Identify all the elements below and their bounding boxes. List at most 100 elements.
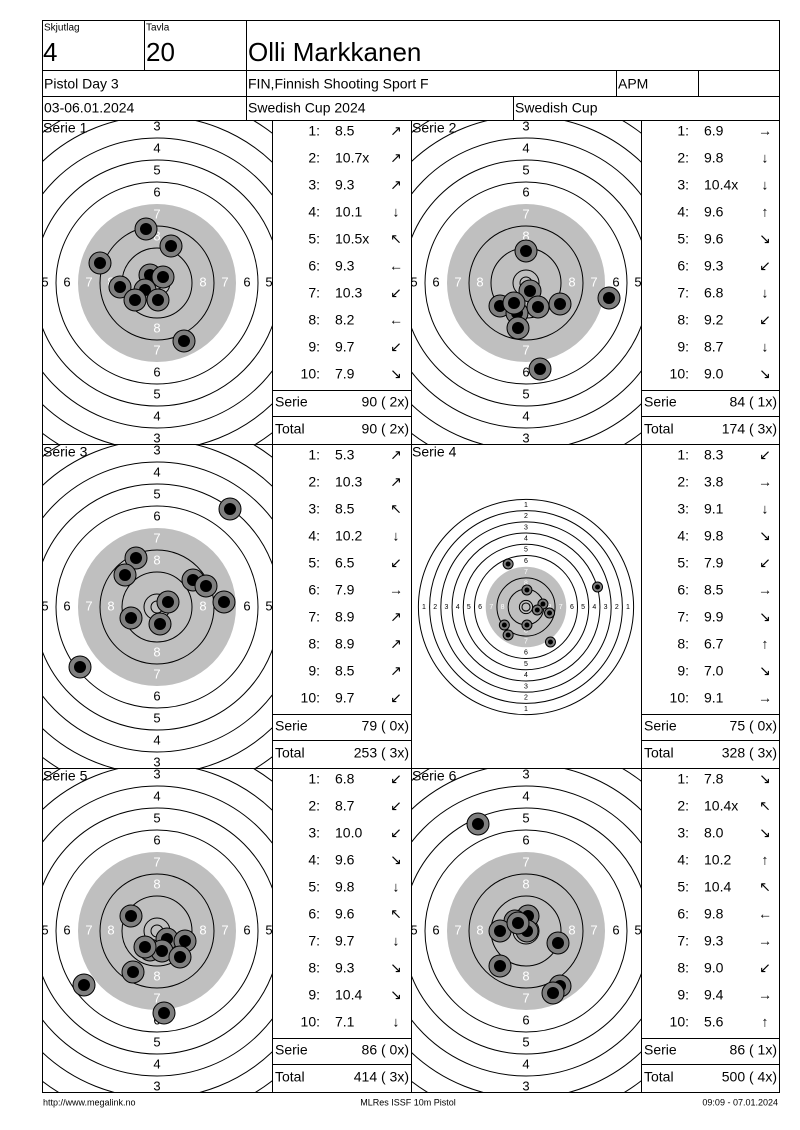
shot-number: 2: [677, 150, 689, 166]
ring-label: 4 [153, 788, 160, 803]
shot-number: 1: [677, 123, 689, 139]
shot-center [157, 271, 169, 283]
ring [55, 181, 259, 385]
shot-direction: ↓ [762, 285, 769, 301]
shot-center [130, 552, 142, 564]
shot-center [494, 925, 506, 937]
shot-center [174, 951, 186, 963]
ring-label: 7 [153, 342, 160, 357]
ring-label: 8 [524, 627, 528, 634]
ring-label: 4 [153, 732, 160, 747]
shot-score: 9.3 [335, 177, 355, 193]
shot-direction: ↓ [393, 1014, 400, 1030]
ring [42, 807, 272, 1055]
shot-direction: ↓ [762, 150, 769, 166]
shot-direction: ↘ [390, 960, 402, 976]
shot-score: 10.1 [335, 204, 362, 220]
shot-direction: ↓ [762, 339, 769, 355]
shot-center [512, 322, 524, 334]
shot-score: 9.4 [704, 987, 724, 1003]
shot-number: 4: [308, 852, 320, 868]
serie-label: Serie [275, 1042, 308, 1058]
shot-direction: ↙ [390, 690, 402, 706]
ring-label: 2 [433, 604, 437, 611]
ring-label: 6 [522, 832, 529, 847]
shot-score: 9.0 [704, 960, 724, 976]
ring-label: 8 [199, 922, 206, 937]
shot-center [140, 223, 152, 235]
shot-score: 9.3 [704, 933, 724, 949]
shot-number: 2: [677, 474, 689, 490]
shot-direction: ↙ [390, 555, 402, 571]
serie-label: Serie [275, 718, 308, 734]
shot-number: 9: [677, 987, 689, 1003]
shot-direction: ↘ [759, 231, 771, 247]
ring [121, 571, 193, 643]
shot-center [472, 818, 484, 830]
ring-label: 1 [422, 604, 426, 611]
ring [411, 807, 641, 1055]
ring-label: 6 [432, 274, 439, 289]
total-label: Total [275, 745, 305, 761]
shot-center [520, 245, 532, 257]
total-sum: 90 ( 2x) [362, 421, 409, 437]
ring [411, 159, 641, 407]
ring-label: 5 [153, 710, 160, 725]
ring-label: 6 [522, 364, 529, 379]
ring-label: 8 [153, 876, 160, 891]
shot-direction: ↗ [390, 447, 402, 463]
ring-label: 1 [524, 706, 528, 713]
ring-label: 1 [524, 502, 528, 509]
ring [42, 785, 272, 1077]
ring-label: 6 [63, 598, 70, 613]
ring-label: 5 [467, 604, 471, 611]
shot-number: 6: [677, 258, 689, 274]
serie-sum: 86 ( 1x) [730, 1042, 777, 1058]
ring-label: 7 [489, 604, 493, 611]
ring-label: 8 [153, 968, 160, 983]
ring-label: 5 [153, 162, 160, 177]
ring [424, 181, 628, 385]
shot-center [78, 979, 90, 991]
ring-label: 5 [41, 274, 48, 289]
shot-score: 8.9 [335, 609, 355, 625]
shot-number: 6: [677, 582, 689, 598]
shot-direction: ↑ [762, 636, 769, 652]
ring-label: 5 [265, 598, 272, 613]
total-label: Total [644, 421, 674, 437]
ring-label: 8 [522, 228, 529, 243]
ring-label: 7 [153, 990, 160, 1005]
shot-center [501, 622, 507, 628]
ring-label: 7 [153, 666, 160, 681]
ring-label: 4 [153, 464, 160, 479]
shot-score: 10.4 [704, 879, 731, 895]
ring-label: 6 [153, 508, 160, 523]
shot-direction: ↘ [759, 366, 771, 382]
shot-direction: ↓ [393, 204, 400, 220]
shot-number: 1: [677, 447, 689, 463]
ring-label: 8 [199, 598, 206, 613]
shot-score: 9.8 [704, 906, 724, 922]
shot-direction: ↘ [759, 825, 771, 841]
shot-score: 8.3 [704, 447, 724, 463]
shot-number: 3: [308, 501, 320, 517]
ring-label: 5 [524, 547, 528, 554]
serie-title: Serie 6 [412, 768, 457, 784]
shot-number: 5: [308, 231, 320, 247]
shot-score: 8.2 [335, 312, 355, 328]
shot-number: 9: [677, 663, 689, 679]
ring-label: 8 [501, 604, 505, 611]
shot-score: 9.8 [704, 528, 724, 544]
ring [42, 461, 272, 753]
shot-center [505, 632, 511, 638]
shot-center [532, 301, 544, 313]
ring [55, 505, 259, 709]
ring-label: 6 [524, 650, 528, 657]
shot-direction: ↖ [390, 906, 402, 922]
ring-label: 7 [524, 639, 528, 646]
shot-direction: ↘ [759, 528, 771, 544]
ring-label: 6 [63, 922, 70, 937]
ring-label: 6 [243, 274, 250, 289]
